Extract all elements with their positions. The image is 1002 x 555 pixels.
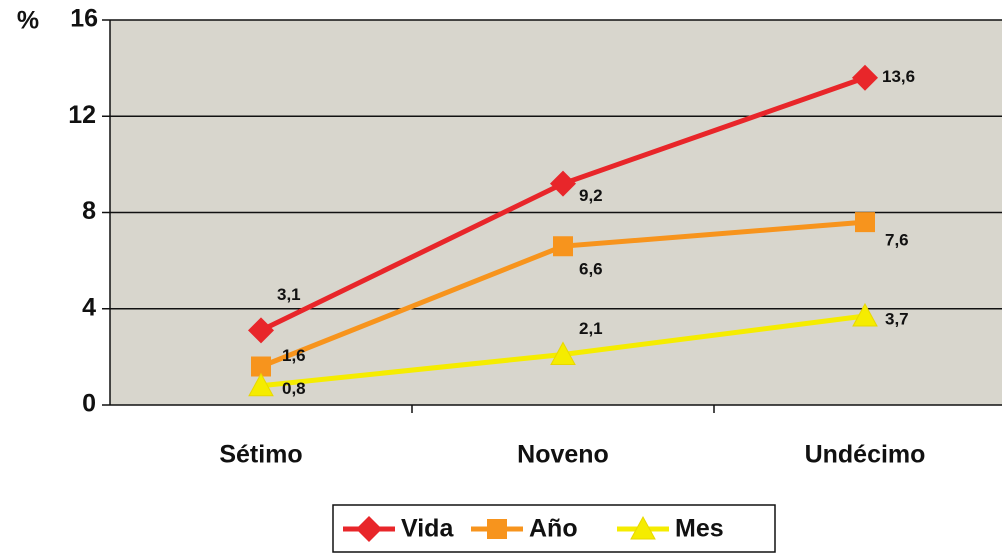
legend-label: Mes [675,515,724,543]
y-tick-label: 8 [82,197,96,225]
marker [248,372,274,397]
legend-marker [630,515,656,540]
legend-label: Vida [401,515,454,543]
marker [553,236,573,257]
legend-label: Año [529,515,578,543]
marker [855,212,875,233]
data-label: 9,2 [579,186,603,205]
x-tick-label: Noveno [517,441,609,469]
marker [852,64,878,91]
y-tick-label: 16 [70,5,98,33]
legend-marker [487,519,507,539]
legend: Vida Año Mes [332,504,776,553]
legend-box [332,504,776,553]
y-tick-label: 4 [82,293,96,321]
data-label: 13,6 [882,67,915,86]
data-label: 0,8 [282,379,306,398]
data-label: 3,1 [277,285,301,304]
data-label: 6,6 [579,260,603,279]
marker [852,302,878,327]
marker [550,170,576,197]
x-tick-label: Undécimo [805,441,926,469]
data-label: 1,6 [282,346,306,365]
y-axis-label: % [17,7,39,35]
x-tick-label: Sétimo [219,441,302,469]
marker [248,317,274,344]
marker [251,356,271,377]
data-label: 7,6 [885,231,909,250]
data-label: 3,7 [885,309,909,328]
legend-marker [356,516,382,542]
marker [550,341,576,365]
y-tick-label: 12 [68,101,96,129]
data-label: 2,1 [579,319,603,338]
y-tick-label: 0 [82,390,96,418]
